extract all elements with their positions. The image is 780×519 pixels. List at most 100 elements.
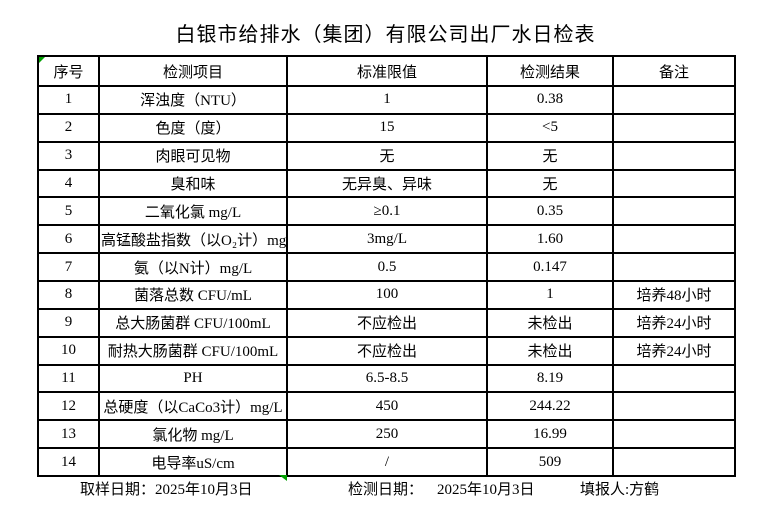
cell-item: 氨（以N计）mg/L — [98, 252, 288, 283]
cell-result: 1.60 — [486, 224, 614, 255]
cell-limit: 450 — [286, 391, 488, 422]
test-date-value: 2025年10月3日 — [437, 482, 535, 498]
table-row: 14 电导率uS/cm/509 — [37, 447, 736, 478]
cell-limit: 无异臭、异味 — [286, 168, 488, 199]
cell-result: 未检出 — [486, 335, 614, 366]
cell-note: 培养48小时 — [612, 280, 736, 310]
cell-result: 16.99 — [486, 419, 614, 450]
cell-note — [612, 168, 736, 199]
header-no: 序号 — [37, 55, 100, 87]
cell-limit: 15 — [286, 112, 488, 143]
cell-limit: 无 — [286, 140, 488, 171]
cell-no: 4 — [37, 168, 100, 199]
cell-limit: ≥0.1 — [286, 196, 488, 227]
cell-item: 肉眼可见物 — [98, 140, 288, 171]
table-row: 11 PH 6.5-8.5 8.19 — [37, 363, 736, 394]
table-row: 3 肉眼可见物无无 — [37, 140, 736, 171]
table-body: 1 浑浊度（NTU） 1 0.38 2 色度（度） 15 <5 3 肉眼可见物无无 4 臭和味 无异臭、… — [37, 85, 736, 478]
cell-item: 高锰酸盐指数（以O₂计）mg/L — [98, 224, 288, 255]
table-row: 8 菌落总数 CFU/mL 100 1 培养48小时 — [37, 280, 736, 310]
table-row: 1 浑浊度（NTU） 1 0.38 — [37, 85, 736, 115]
table-row: 9 总大肠菌群 CFU/100mL 不应检出 未检出 培养24小时 — [37, 307, 736, 338]
cell-no: 11 — [37, 363, 100, 394]
test-date: 检测日期： 2025年10月3日 — [348, 481, 535, 499]
cell-note — [612, 419, 736, 450]
cell-note — [612, 196, 736, 227]
cell-item: 耐热大肠菌群 CFU/100mL — [98, 335, 288, 366]
cell-note — [612, 112, 736, 143]
header-limit: 标准限值 — [286, 55, 488, 87]
sample-date: 取样日期：2025年10月3日 — [80, 481, 253, 499]
header-item: 检测项目 — [98, 55, 288, 87]
cell-limit: 3mg/L — [286, 224, 488, 255]
cell-limit: 6.5-8.5 — [286, 363, 488, 394]
cell-item: 总硬度（以CaCo3计）mg/L — [98, 391, 288, 422]
table-row: 2 色度（度） 15 <5 — [37, 112, 736, 143]
cell-note: 培养24小时 — [612, 307, 736, 338]
cell-item: 色度（度） — [98, 112, 288, 143]
cell-result: 无 — [486, 140, 614, 171]
cell-note: 培养24小时 — [612, 335, 736, 366]
cell-item: 菌落总数 CFU/mL — [98, 280, 288, 310]
daily-check-table: 序号 检测项目 标准限值 检测结果 备注 1 浑浊度（NTU） 1 0.38 2 色度（度… — [37, 55, 736, 478]
cell-no: 14 — [37, 447, 100, 478]
cell-limit: 250 — [286, 419, 488, 450]
cell-result: 509 — [486, 447, 614, 478]
cell-note — [612, 85, 736, 115]
page-title: 白银市给排水（集团）有限公司出厂水日检表 — [175, 24, 596, 46]
cell-item: 二氧化氯 mg/L — [98, 196, 288, 227]
cell-item: 总大肠菌群 CFU/100mL — [98, 307, 288, 338]
cell-result: <5 — [486, 112, 614, 143]
cell-result: 244.22 — [486, 391, 614, 422]
reporter-name: 方鹤 — [629, 482, 660, 498]
green-cell-indicator-icon — [279, 475, 287, 481]
table-row: 12 总硬度（以CaCo3计）mg/L 450 244.22 — [37, 391, 736, 422]
cell-note — [612, 252, 736, 283]
cell-no: 3 — [37, 140, 100, 171]
cell-no: 1 — [37, 85, 100, 115]
cell-no: 13 — [37, 419, 100, 450]
cell-result: 0.35 — [486, 196, 614, 227]
cell-limit: 0.5 — [286, 252, 488, 283]
cell-limit: / — [286, 447, 488, 478]
cell-no: 7 — [37, 252, 100, 283]
cell-result: 1 — [486, 280, 614, 310]
cell-item: 臭和味 — [98, 168, 288, 199]
cell-limit: 1 — [286, 85, 488, 115]
cell-note — [612, 447, 736, 478]
cell-item: PH — [98, 363, 288, 394]
cell-result: 8.19 — [486, 363, 614, 394]
cell-item: 氯化物 mg/L — [98, 419, 288, 450]
table-row: 7 氨（以N计）mg/L 0.5 0.147 — [37, 252, 736, 283]
cell-limit: 不应检出 — [286, 307, 488, 338]
table-row: 10 耐热大肠菌群 CFU/100mL 不应检出 未检出 培养24小时 — [37, 335, 736, 366]
test-date-label: 检测日期： — [348, 482, 424, 498]
table-row: 4 臭和味 无异臭、异味无 — [37, 168, 736, 199]
sample-date-label: 取样日期： — [80, 482, 156, 498]
cell-result: 无 — [486, 168, 614, 199]
cell-note — [612, 363, 736, 394]
reporter-label: 填报人: — [580, 482, 630, 498]
cell-no: 2 — [37, 112, 100, 143]
cell-result: 未检出 — [486, 307, 614, 338]
reporter: 填报人:方鹤 — [580, 481, 659, 499]
table-row: 6 高锰酸盐指数（以O₂计）mg/L 3mg/L 1.60 — [37, 224, 736, 255]
cell-note — [612, 224, 736, 255]
cell-limit: 100 — [286, 280, 488, 310]
cell-note — [612, 140, 736, 171]
cell-no: 10 — [37, 335, 100, 366]
cell-result: 0.147 — [486, 252, 614, 283]
cell-item: 电导率uS/cm — [98, 447, 288, 478]
header-note: 备注 — [612, 55, 736, 87]
cell-result: 0.38 — [486, 85, 614, 115]
cell-no: 5 — [37, 196, 100, 227]
cell-note — [612, 391, 736, 422]
header-result: 检测结果 — [486, 55, 614, 87]
table-row: 5 二氧化氯 mg/L ≥0.1 0.35 — [37, 196, 736, 227]
cell-no: 6 — [37, 224, 100, 255]
table-row: 13 氯化物 mg/L 250 16.99 — [37, 419, 736, 450]
cell-item: 浑浊度（NTU） — [98, 85, 288, 115]
cell-no: 12 — [37, 391, 100, 422]
cell-limit: 不应检出 — [286, 335, 488, 366]
